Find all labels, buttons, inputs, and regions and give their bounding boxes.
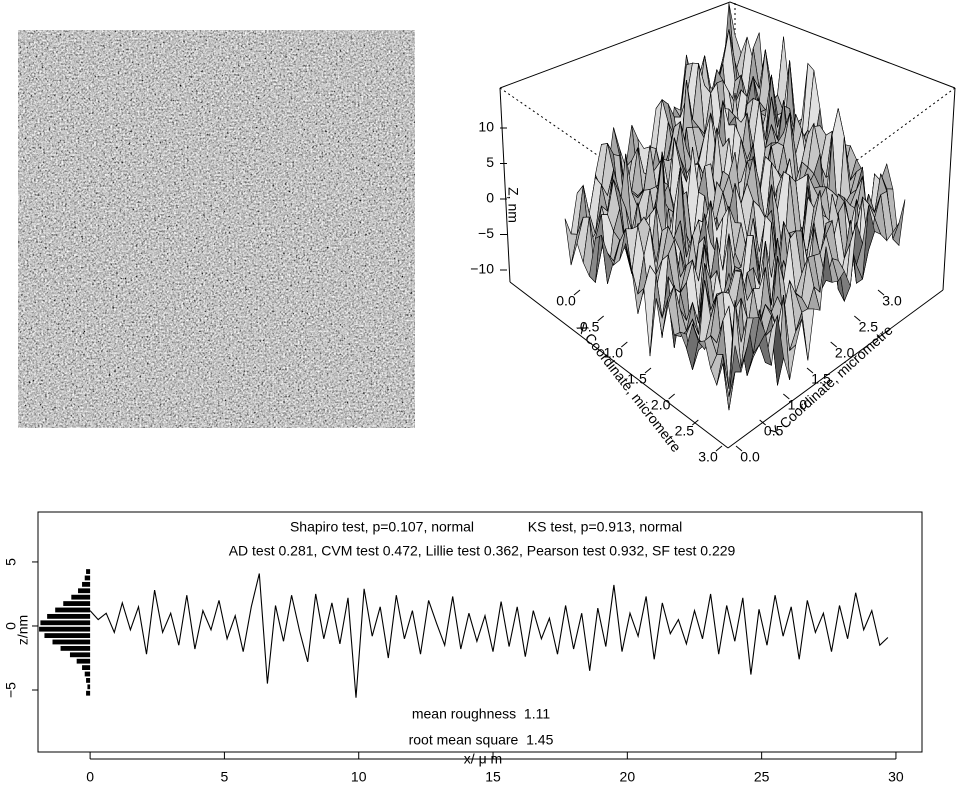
x3d-tick xyxy=(597,315,604,322)
surface-box xyxy=(499,1,956,449)
annotation: mean roughness 1.11 xyxy=(412,706,550,722)
afm-image xyxy=(18,30,415,428)
x3d-tick-label: 3.0 xyxy=(698,449,718,465)
annotation: KS test, p=0.913, normal xyxy=(528,519,682,535)
y3d-tick xyxy=(783,393,790,400)
profile-line xyxy=(89,573,889,698)
x-tick-label: 15 xyxy=(485,769,501,785)
x3d-tick xyxy=(644,367,652,374)
y3d-tick xyxy=(830,341,837,348)
x-tick-label: 10 xyxy=(351,769,367,785)
y3d-tick xyxy=(854,315,861,322)
histogram-bar xyxy=(52,639,91,645)
histogram-bar xyxy=(86,569,91,574)
y3d-tick-label: 2.5 xyxy=(859,319,879,335)
box-edge xyxy=(509,281,729,449)
histogram-bar xyxy=(82,665,91,671)
histogram-bar xyxy=(39,626,91,632)
x-tick-label: 0 xyxy=(86,769,94,785)
histogram-bar xyxy=(76,658,91,664)
z-tick-label: −5 xyxy=(478,225,494,241)
histogram-bar xyxy=(40,620,91,626)
z-axis-label: Z, nm xyxy=(505,187,521,223)
x-tick-label: 5 xyxy=(221,769,229,785)
y3d-tick xyxy=(806,367,814,374)
y-axis-label: z/nm xyxy=(15,615,31,645)
x3d-axis-label: X Coordinate, micrometre xyxy=(574,319,685,455)
histogram-bar xyxy=(84,671,91,677)
annotation: AD test 0.281, CVM test 0.472, Lillie te… xyxy=(229,543,736,559)
y3d-tick-label: 0.0 xyxy=(740,449,760,465)
x3d-tick-label: 0.0 xyxy=(556,293,576,309)
histogram-bar xyxy=(44,633,91,638)
y3d-tick-label: 3.0 xyxy=(882,293,902,309)
x3d-tick xyxy=(573,289,581,296)
histogram-bar xyxy=(84,575,91,581)
surface-plot xyxy=(499,2,956,411)
histogram-bar xyxy=(60,645,91,651)
x-axis-label: x/ μ m xyxy=(464,751,502,767)
x-tick-label: 25 xyxy=(754,769,770,785)
x3d-tick xyxy=(668,393,675,400)
z-tick-label: 10 xyxy=(478,119,494,135)
histogram-bar xyxy=(78,588,91,594)
annotation: root mean square 1.45 xyxy=(409,732,554,748)
x3d-tick-label: 2.5 xyxy=(675,423,695,439)
annotation: Shapiro test, p=0.107, normal xyxy=(290,519,474,535)
histogram-bar xyxy=(71,594,91,600)
z-tick-label: 0 xyxy=(486,190,494,206)
y3d-tick xyxy=(735,445,743,452)
histogram-bar xyxy=(55,607,91,613)
x-tick-label: 30 xyxy=(888,769,904,785)
x3d-tick xyxy=(621,341,628,348)
histogram-bar xyxy=(69,652,91,658)
surface-facet xyxy=(728,345,742,397)
z-tick-label: 5 xyxy=(486,154,494,170)
histogram-bar xyxy=(82,581,91,587)
histogram-bar xyxy=(63,601,91,606)
y3d-tick-label: 2.0 xyxy=(835,345,855,361)
histogram-bar xyxy=(87,684,91,690)
box-edge xyxy=(499,87,511,283)
y3d-tick-label: 0.5 xyxy=(764,423,784,439)
y3d-tick xyxy=(877,289,885,296)
y-tick-label: 5 xyxy=(3,558,19,566)
x3d-tick xyxy=(715,445,723,452)
x-tick-label: 20 xyxy=(620,769,636,785)
z-tick-label: −10 xyxy=(470,261,494,277)
histogram-bar xyxy=(86,690,91,696)
box-edge xyxy=(727,289,944,449)
plot-frame xyxy=(37,511,923,753)
y-tick-label: 0 xyxy=(3,622,19,630)
x3d-tick-label: 0.5 xyxy=(580,319,600,335)
histogram-bar xyxy=(47,613,91,619)
box-edge xyxy=(499,1,956,89)
histogram-bar xyxy=(86,678,91,683)
box-edge xyxy=(942,87,956,291)
y-tick-label: −5 xyxy=(3,682,19,698)
surface-facet xyxy=(801,308,815,361)
